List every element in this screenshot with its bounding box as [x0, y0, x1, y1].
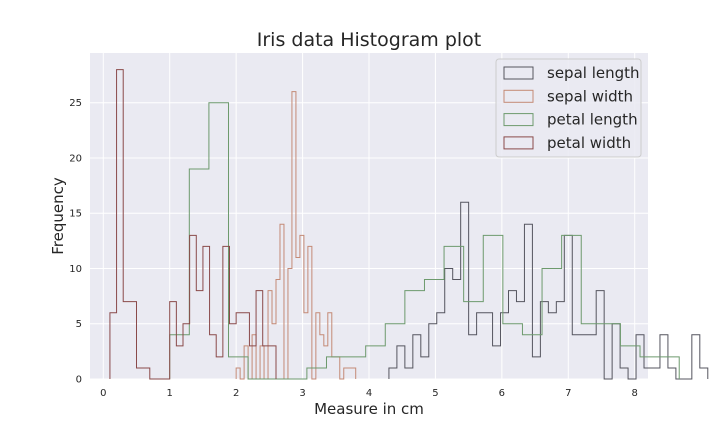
- x-tick-label: 1: [167, 388, 173, 399]
- x-tick-label: 2: [233, 388, 239, 399]
- sepal-length-histogram: [388, 201, 709, 380]
- legend-label-petal-length: petal length: [547, 111, 638, 129]
- x-tick-label: 0: [100, 388, 106, 399]
- legend: sepal length sepal width petal length petal…: [495, 58, 642, 158]
- x-axis-ticks: 0 1 2 3 4 5 6 7 8: [100, 388, 638, 399]
- legend-label-sepal-length: sepal length: [547, 64, 640, 82]
- y-tick-label: 15: [69, 209, 82, 220]
- x-tick-label: 7: [565, 388, 571, 399]
- x-tick-label: 3: [299, 388, 305, 399]
- legend-swatch-sepal-length: [503, 66, 534, 80]
- legend-label-petal-width: petal width: [547, 134, 631, 152]
- legend-swatch-petal-length: [503, 113, 534, 127]
- sepal-width-histogram: [235, 91, 357, 380]
- legend-swatch-petal-width: [503, 136, 534, 150]
- chart-title: Iris data Histogram plot: [257, 29, 481, 51]
- x-tick-label: 5: [432, 388, 438, 399]
- y-axis-label: Frequency: [49, 177, 67, 255]
- y-tick-label: 5: [76, 319, 82, 330]
- legend-box: [495, 58, 642, 158]
- y-tick-label: 25: [69, 98, 82, 109]
- petal-length-histogram: [169, 102, 680, 380]
- y-tick-label: 10: [69, 264, 82, 275]
- x-axis-label: Measure in cm: [314, 400, 424, 418]
- petal-width-histogram: [109, 69, 277, 380]
- x-tick-label: 8: [632, 388, 638, 399]
- legend-label-sepal-width: sepal width: [547, 87, 633, 105]
- x-tick-label: 6: [499, 388, 505, 399]
- legend-swatch-sepal-width: [503, 89, 534, 103]
- y-axis-ticks: 0 5 10 15 20 25: [69, 98, 82, 385]
- y-tick-label: 20: [69, 153, 82, 164]
- x-tick-label: 4: [366, 388, 372, 399]
- histogram-series: [109, 69, 709, 380]
- y-tick-label: 0: [76, 375, 82, 386]
